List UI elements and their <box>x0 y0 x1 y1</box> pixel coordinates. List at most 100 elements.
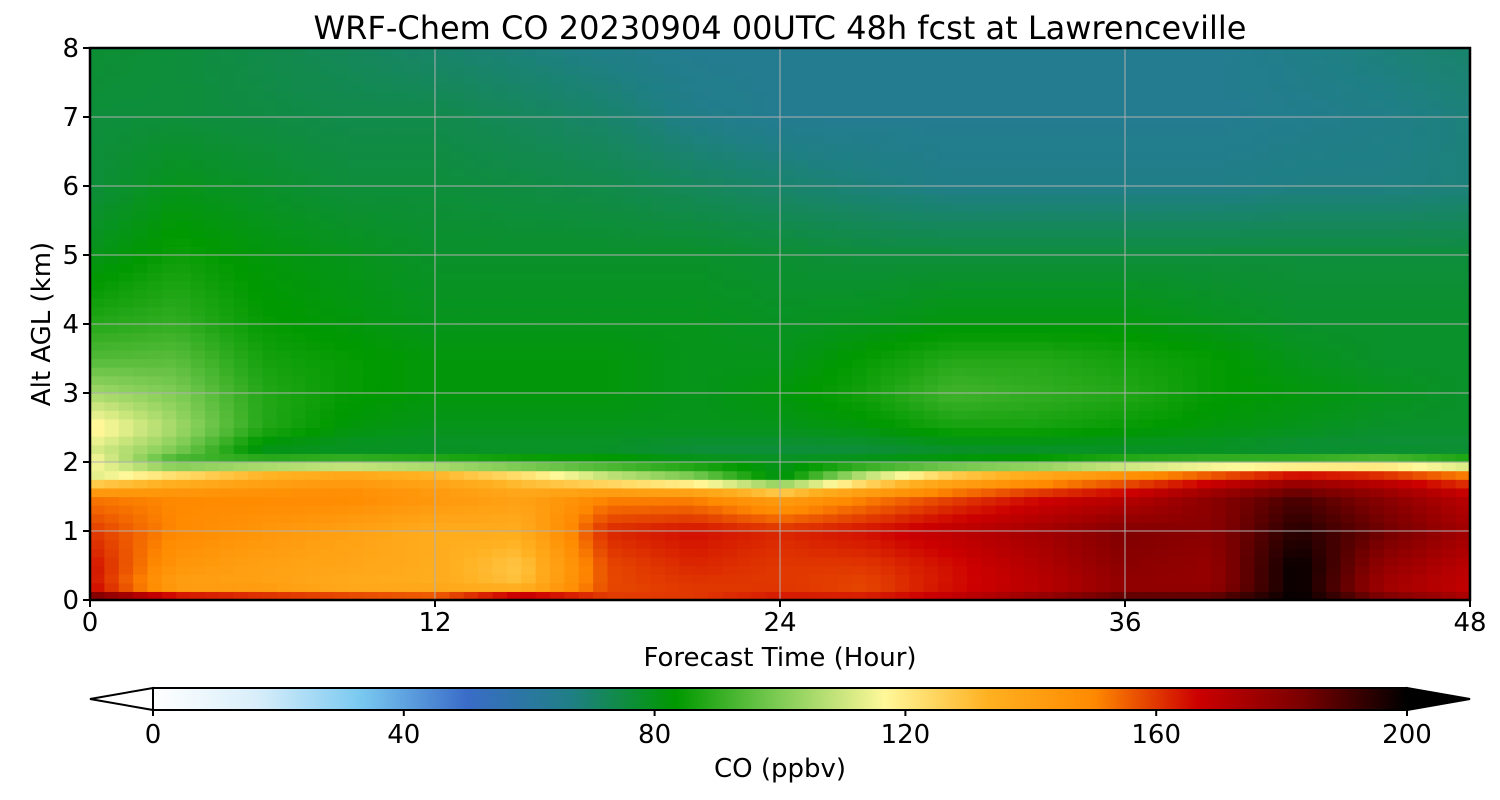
heatmap-cell <box>291 505 307 515</box>
heatmap-cell <box>564 177 580 187</box>
heatmap-cell <box>176 194 192 204</box>
heatmap-cell <box>478 522 494 532</box>
heatmap-cell <box>636 513 652 523</box>
heatmap-cell <box>607 306 623 316</box>
heatmap-cell <box>636 315 652 325</box>
heatmap-cell <box>794 375 810 385</box>
heatmap-cell <box>205 263 220 273</box>
heatmap-cell <box>1081 160 1097 170</box>
heatmap-cell <box>1024 487 1040 498</box>
heatmap-cell <box>794 565 810 575</box>
heatmap-cell <box>621 125 637 135</box>
heatmap-cell <box>895 108 910 118</box>
heatmap-cell <box>521 298 537 308</box>
heatmap-cell <box>966 160 982 170</box>
heatmap-cell <box>650 99 666 109</box>
heatmap-cell <box>665 91 680 101</box>
heatmap-cell <box>722 393 738 403</box>
heatmap-cell <box>104 505 120 515</box>
heatmap-cell <box>693 168 709 178</box>
heatmap-cell <box>147 151 163 161</box>
heatmap-cell <box>722 556 738 567</box>
heatmap-cell <box>1067 462 1083 472</box>
heatmap-cell <box>1067 444 1083 454</box>
heatmap-cell <box>880 487 896 498</box>
heatmap-cell <box>550 436 565 446</box>
heatmap-cell <box>205 358 220 368</box>
heatmap-cell <box>104 324 120 334</box>
heatmap-cell <box>895 298 910 308</box>
heatmap-cell <box>391 427 407 437</box>
heatmap-cell <box>133 280 149 291</box>
heatmap-cell <box>1153 444 1169 454</box>
heatmap-cell <box>923 410 939 420</box>
heatmap-cell <box>1096 177 1112 187</box>
heatmap-cell <box>391 280 407 291</box>
heatmap-cell <box>190 591 206 600</box>
heatmap-cell <box>636 436 652 446</box>
heatmap-cell <box>147 315 163 325</box>
heatmap-cell <box>765 401 781 411</box>
heatmap-cell <box>377 358 393 368</box>
heatmap-cell <box>923 367 939 377</box>
heatmap-cell <box>578 151 594 161</box>
heatmap-cell <box>1110 73 1126 84</box>
heatmap-cell <box>780 349 795 360</box>
heatmap-cell <box>406 522 422 532</box>
heatmap-cell <box>1038 453 1054 463</box>
heatmap-cell <box>435 358 450 368</box>
heatmap-cell <box>478 99 494 109</box>
heatmap-cell <box>995 48 1011 58</box>
heatmap-cell <box>938 220 954 230</box>
heatmap-cell <box>1053 48 1069 58</box>
heatmap-cell <box>981 246 997 256</box>
heatmap-cell <box>708 134 724 144</box>
heatmap-cell <box>334 237 350 247</box>
heatmap-cell <box>794 401 810 411</box>
heatmap-cell <box>780 453 795 463</box>
heatmap-cell <box>708 531 724 541</box>
heatmap-cell <box>981 56 997 66</box>
heatmap-cell <box>1153 56 1169 66</box>
heatmap-cell <box>1081 591 1097 600</box>
heatmap-cell <box>133 220 149 230</box>
heatmap-cell <box>938 341 954 351</box>
heatmap-cell <box>823 436 839 446</box>
heatmap-cell <box>1125 168 1140 178</box>
heatmap-cell <box>952 427 968 437</box>
heatmap-cell <box>636 487 652 498</box>
heatmap-cell <box>909 332 925 342</box>
heatmap-cell <box>1125 505 1140 515</box>
heatmap-cell <box>449 99 465 109</box>
heatmap-cell <box>607 565 623 575</box>
heatmap-cell <box>492 298 508 308</box>
heatmap-cell <box>794 237 810 247</box>
heatmap-cell <box>636 134 652 144</box>
heatmap-cell <box>1182 591 1198 600</box>
heatmap-cell <box>550 375 565 385</box>
heatmap-cell <box>593 134 609 144</box>
heatmap-cell <box>780 548 795 558</box>
heatmap-cell <box>736 48 752 58</box>
heatmap-cell <box>880 393 896 403</box>
heatmap-cell <box>420 56 436 66</box>
heatmap-cell <box>952 332 968 342</box>
heatmap-cell <box>205 99 220 109</box>
heatmap-cell <box>176 263 192 273</box>
heatmap-cell <box>966 548 982 558</box>
heatmap-cell <box>1053 367 1069 377</box>
heatmap-cell <box>880 125 896 135</box>
heatmap-cell <box>1096 513 1112 523</box>
heatmap-cell <box>133 289 149 299</box>
heatmap-cell <box>262 427 278 437</box>
heatmap-cell <box>118 211 134 222</box>
heatmap-cell <box>377 349 393 360</box>
heatmap-cell <box>1110 349 1126 360</box>
heatmap-cell <box>693 453 709 463</box>
heatmap-cell <box>233 375 249 385</box>
heatmap-cell <box>420 177 436 187</box>
heatmap-cell <box>147 82 163 92</box>
heatmap-cell <box>679 142 695 153</box>
heatmap-cell <box>248 194 264 204</box>
heatmap-cell <box>1110 237 1126 247</box>
